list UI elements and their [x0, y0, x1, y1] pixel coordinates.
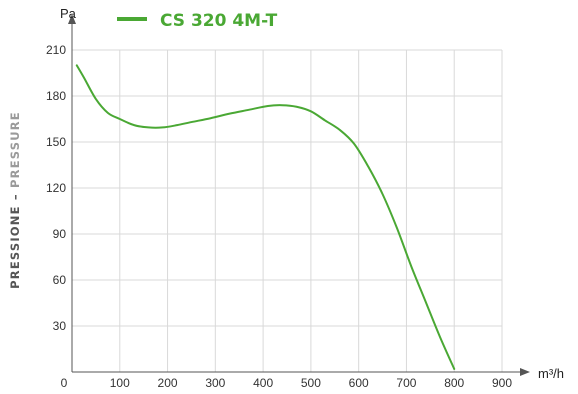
- legend-label: CS 320 4M-T: [160, 11, 278, 31]
- y-tick-label: 210: [46, 43, 66, 57]
- x-axis-arrow: [520, 368, 530, 376]
- x-tick-label: 500: [301, 376, 321, 390]
- y-tick-label: 90: [53, 227, 67, 241]
- y-axis-title-en: PRESSURE: [8, 111, 22, 188]
- x-tick-label: 900: [492, 376, 512, 390]
- legend: CS 320 4M-T: [117, 11, 278, 31]
- x-tick-label: 100: [110, 376, 130, 390]
- tick-labels: 0 100 200 300 400 500 600 700 800 900 30 60 90 120 150…: [46, 43, 512, 390]
- grid: [72, 49, 503, 372]
- y-axis-title: PRESSIONE – PRESSURE: [8, 111, 22, 289]
- y-tick-label: 30: [53, 319, 67, 333]
- y-unit-label: Pa: [60, 6, 77, 21]
- series-line: [75, 64, 456, 370]
- y-tick-label: 150: [46, 135, 66, 149]
- y-axis-title-separator: –: [8, 188, 22, 205]
- x-tick-label: 800: [444, 376, 464, 390]
- x-tick-label: 600: [349, 376, 369, 390]
- x-tick-label: 300: [205, 376, 225, 390]
- x-unit-label: m³/h: [538, 366, 564, 381]
- axes: [68, 14, 530, 376]
- y-axis-arrow: [68, 14, 76, 24]
- y-tick-label: 180: [46, 89, 66, 103]
- x-tick-label: 0: [61, 376, 68, 390]
- y-tick-label: 120: [46, 181, 66, 195]
- series: [75, 64, 456, 370]
- x-tick-label: 700: [396, 376, 416, 390]
- y-tick-label: 60: [53, 273, 67, 287]
- x-tick-label: 400: [253, 376, 273, 390]
- x-tick-label: 200: [158, 376, 178, 390]
- y-axis-title-it: PRESSIONE: [8, 205, 22, 289]
- legend-swatch: [117, 17, 147, 21]
